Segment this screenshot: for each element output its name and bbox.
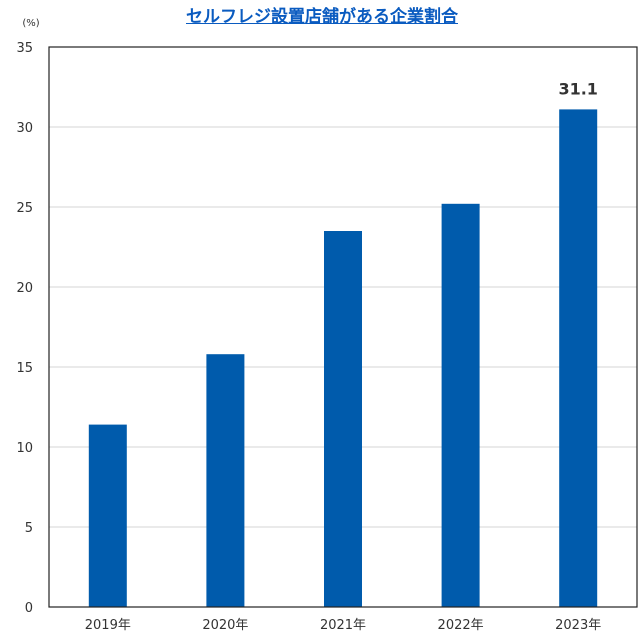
y-tick-label: 0 [25,601,33,616]
plot-frame [48,46,638,608]
x-tick-label: 2020年 [202,618,248,633]
x-tick-label: 2022年 [438,618,484,633]
labels: 0 5 10 15 20 25 30 35 (%) 2019年 2020年 2021年 2022年 202… [16,18,601,633]
data-label: 31.1 [558,79,597,98]
x-tick-label: 2021年 [320,618,366,633]
x-tick-label: 2019年 [85,618,131,633]
bar-2022年 [441,203,480,608]
bar-2020年 [206,354,245,607]
y-tick-label: 35 [16,41,33,56]
y-tick-label: 25 [16,201,33,216]
x-tick-label: 2023年 [555,618,601,633]
y-tick-label: 5 [25,521,33,536]
y-tick-label: 20 [16,281,33,296]
axes [48,46,638,608]
y-tick-label: 10 [16,441,33,456]
y-unit-label: (%) [22,18,39,29]
chart-title: セルフレジ設置店舗がある企業割合 [186,7,458,27]
bar-2019年 [88,424,127,607]
bars [88,109,598,608]
bar-2023年 [559,109,598,608]
bar-2021年 [324,231,362,607]
y-tick-label: 30 [16,121,33,136]
y-tick-label: 15 [16,361,33,376]
